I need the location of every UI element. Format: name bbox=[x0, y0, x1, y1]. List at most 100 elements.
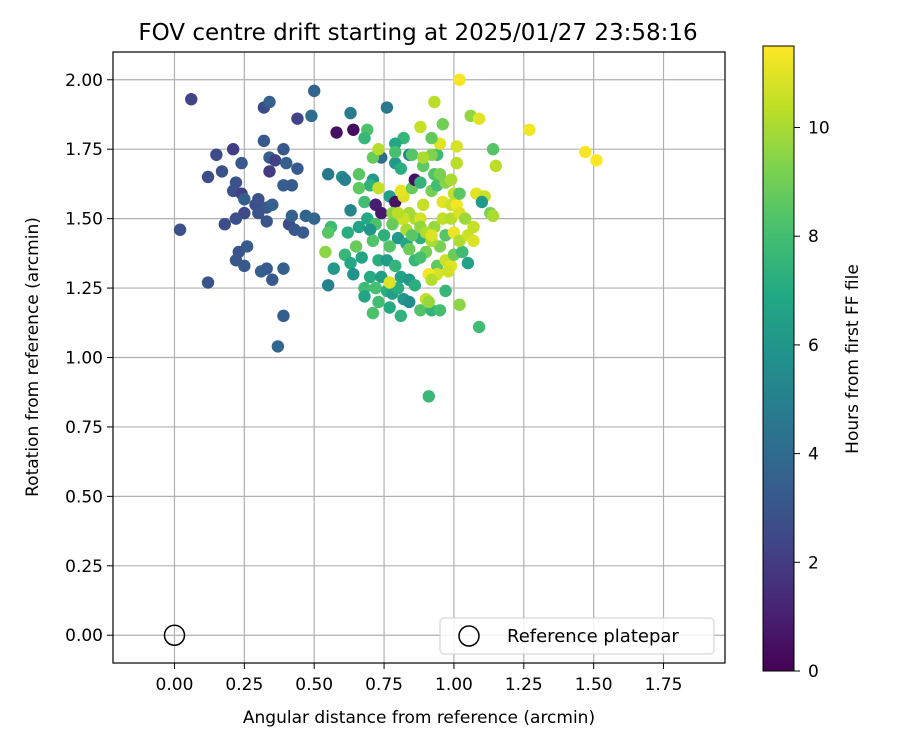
data-point bbox=[366, 234, 380, 248]
data-point bbox=[285, 209, 299, 223]
data-point bbox=[257, 134, 271, 148]
reference-marker bbox=[163, 624, 186, 646]
data-point bbox=[296, 226, 310, 239]
colorbar-tick-label: 4 bbox=[808, 445, 819, 465]
data-point bbox=[394, 184, 408, 198]
data-point bbox=[375, 206, 388, 220]
data-point bbox=[422, 295, 435, 309]
x-tick-label: 0.50 bbox=[295, 675, 333, 695]
x-tick-label: 0.00 bbox=[156, 675, 194, 695]
data-point bbox=[363, 270, 377, 284]
data-point bbox=[218, 217, 231, 231]
data-point bbox=[405, 229, 419, 242]
data-point bbox=[330, 126, 343, 139]
data-point bbox=[453, 298, 466, 311]
data-point bbox=[308, 212, 321, 225]
data-point bbox=[436, 118, 449, 131]
data-point bbox=[442, 265, 455, 278]
data-point bbox=[389, 145, 402, 159]
data-point bbox=[277, 143, 290, 156]
data-point bbox=[319, 245, 332, 259]
data-point bbox=[472, 112, 486, 125]
legend: Reference platepar bbox=[439, 617, 715, 655]
data-point bbox=[383, 301, 396, 314]
data-point bbox=[467, 234, 480, 248]
data-point bbox=[358, 290, 371, 303]
data-point bbox=[215, 165, 229, 178]
data-point bbox=[433, 168, 447, 181]
data-point bbox=[383, 240, 396, 253]
data-point bbox=[414, 120, 427, 134]
y-tick-label: 1.00 bbox=[65, 349, 103, 369]
data-point bbox=[425, 229, 438, 242]
grid-lines bbox=[113, 52, 725, 663]
y-ticks: 0.00 0.25 0.50 0.75 1.00 1.25 1.50 1.75 2.00 bbox=[65, 71, 113, 646]
colorbar-gradient bbox=[762, 45, 795, 672]
data-point bbox=[277, 262, 290, 275]
data-point bbox=[486, 209, 500, 223]
data-point bbox=[260, 215, 273, 228]
data-point bbox=[238, 192, 251, 206]
data-point bbox=[366, 306, 380, 320]
data-point bbox=[416, 198, 430, 211]
data-point bbox=[263, 165, 276, 178]
data-point bbox=[523, 123, 536, 136]
legend-box bbox=[439, 617, 715, 655]
data-point bbox=[453, 73, 466, 86]
data-point bbox=[235, 156, 248, 170]
data-point bbox=[439, 284, 452, 298]
reference-platepar-marker bbox=[163, 624, 186, 646]
data-point bbox=[450, 156, 463, 170]
data-point bbox=[386, 217, 399, 231]
data-point bbox=[321, 226, 335, 239]
data-point bbox=[240, 240, 254, 253]
data-point bbox=[285, 179, 299, 192]
data-point bbox=[321, 279, 335, 292]
data-point bbox=[422, 390, 435, 403]
colorbar-label: Hours from first FF file bbox=[843, 264, 863, 454]
y-tick-label: 1.50 bbox=[65, 210, 103, 230]
x-tick-label: 0.75 bbox=[365, 675, 403, 695]
data-point bbox=[352, 168, 366, 181]
data-point bbox=[475, 195, 489, 209]
data-point bbox=[467, 220, 480, 234]
data-points bbox=[173, 73, 603, 403]
data-point bbox=[252, 192, 265, 206]
y-tick-label: 1.75 bbox=[65, 140, 103, 160]
data-point bbox=[579, 145, 592, 159]
y-tick-label: 2.00 bbox=[65, 71, 103, 91]
legend-reference-marker bbox=[458, 625, 480, 647]
x-axis-label: Angular distance from reference (arcmin) bbox=[243, 708, 595, 728]
data-point bbox=[358, 131, 371, 145]
data-point bbox=[308, 84, 321, 98]
data-point bbox=[444, 173, 458, 186]
colorbar-tick-label: 6 bbox=[808, 336, 819, 356]
data-point bbox=[266, 198, 279, 211]
data-point bbox=[433, 304, 447, 317]
data-point bbox=[461, 256, 475, 270]
data-point bbox=[377, 229, 391, 242]
data-point bbox=[394, 162, 408, 175]
data-point bbox=[268, 154, 282, 167]
data-point bbox=[489, 159, 503, 173]
data-point bbox=[383, 276, 396, 289]
data-point bbox=[260, 262, 273, 275]
data-point bbox=[252, 206, 265, 220]
data-point bbox=[277, 309, 290, 323]
data-point bbox=[472, 320, 486, 334]
data-point bbox=[391, 206, 405, 220]
data-point bbox=[369, 281, 382, 295]
y-tick-label: 0.00 bbox=[65, 626, 103, 646]
y-tick-label: 0.50 bbox=[65, 487, 103, 507]
data-point bbox=[394, 309, 408, 323]
data-point bbox=[201, 276, 215, 289]
data-point bbox=[425, 131, 438, 145]
data-point bbox=[450, 140, 463, 153]
chart-title: FOV centre drift starting at 2025/01/27 … bbox=[138, 20, 697, 46]
data-point bbox=[266, 273, 279, 286]
data-point bbox=[428, 95, 441, 109]
y-tick-label: 1.25 bbox=[65, 279, 103, 299]
data-point bbox=[305, 109, 318, 123]
legend-entry-reference: Reference platepar bbox=[507, 626, 679, 647]
data-point bbox=[372, 181, 385, 195]
